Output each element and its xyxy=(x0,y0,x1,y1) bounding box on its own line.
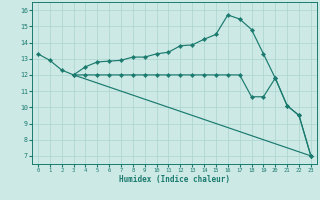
X-axis label: Humidex (Indice chaleur): Humidex (Indice chaleur) xyxy=(119,175,230,184)
